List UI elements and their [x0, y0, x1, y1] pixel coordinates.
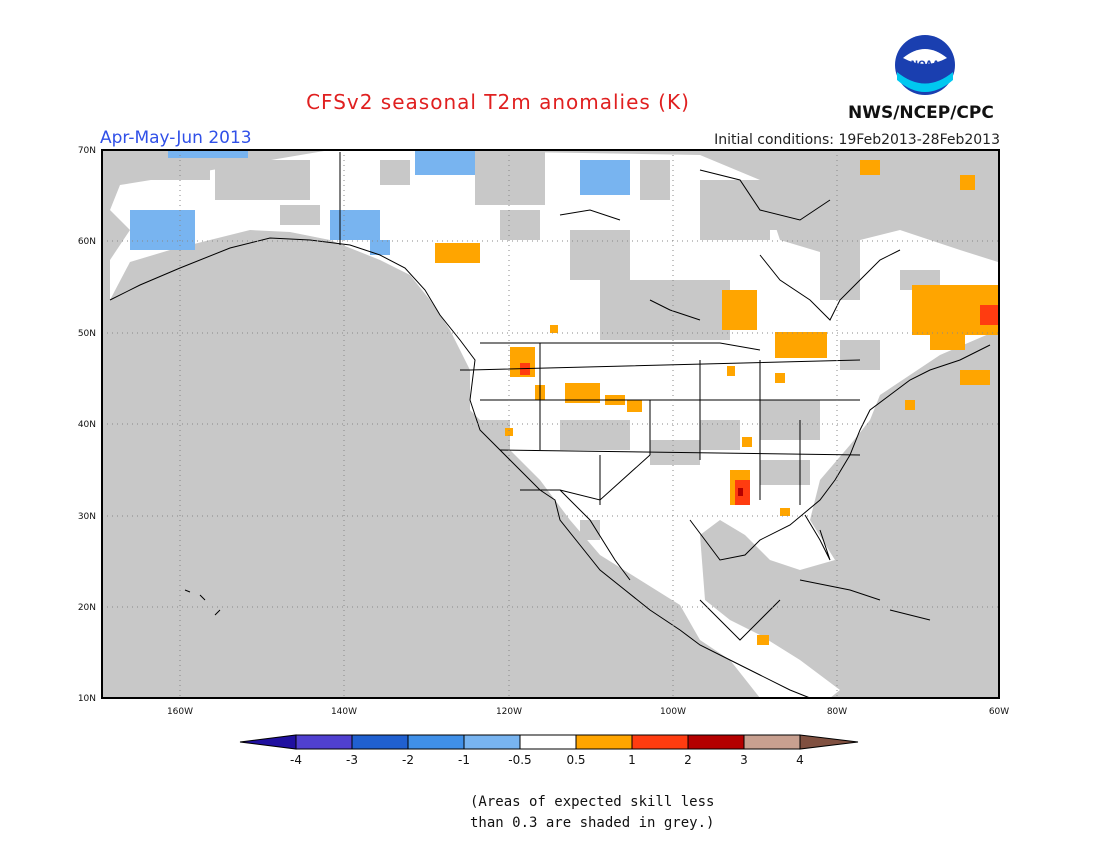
colorbar-tick: -3 — [346, 753, 358, 767]
colorbar-segment — [351, 734, 409, 750]
lat-label: 40N — [78, 420, 96, 430]
season-label: Apr-May-Jun 2013 — [100, 128, 252, 148]
cool-anomaly-patches — [130, 150, 630, 255]
initial-conditions-label: Initial conditions: 19Feb2013-28Feb2013 — [714, 132, 1000, 148]
lat-labels: 70N 60N 50N 40N 30N 20N 10N — [78, 146, 96, 704]
lat-label: 70N — [78, 146, 96, 156]
colorbar-segment — [463, 734, 521, 750]
coastlines — [109, 152, 991, 699]
colorbar-segment — [687, 734, 745, 750]
footnote-line: (Areas of expected skill less — [470, 794, 715, 810]
colorbar-arrow-low — [239, 734, 297, 750]
lat-label: 60N — [78, 237, 96, 247]
colorbar-segment — [407, 734, 465, 750]
colorbar-segment — [519, 734, 577, 750]
colorbar-tick: -2 — [402, 753, 414, 767]
colorbar-tick: 3 — [740, 753, 748, 767]
colorbar-segment — [631, 734, 689, 750]
colorbar-segment — [295, 734, 353, 750]
colorbar-segment — [743, 734, 801, 750]
colorbar-tick: 1 — [628, 753, 636, 767]
lat-label: 10N — [78, 694, 96, 704]
land-areas — [110, 150, 998, 698]
noaa-logo: NOAA — [895, 35, 955, 95]
colorbar-tick: -0.5 — [508, 753, 531, 767]
map-frame — [101, 149, 1000, 699]
skill-footnote: (Areas of expected skill less than 0.3 a… — [470, 792, 714, 834]
lat-label: 30N — [78, 512, 96, 522]
colorbar-tick: -1 — [458, 753, 470, 767]
lat-label: 50N — [78, 329, 96, 339]
lon-label: 160W — [167, 707, 193, 717]
lon-label: 100W — [660, 707, 686, 717]
colorbar-tick: 4 — [796, 753, 804, 767]
lon-labels: 160W 140W 120W 100W 80W 60W — [167, 707, 1009, 717]
noaa-logo-text: NOAA — [911, 60, 940, 70]
agency-label: NWS/NCEP/CPC — [848, 103, 994, 123]
lat-label: 20N — [78, 603, 96, 613]
colorbar-segment — [575, 734, 633, 750]
lon-label: 80W — [827, 707, 847, 717]
footnote-line: than 0.3 are shaded in grey.) — [470, 815, 715, 831]
colorbar-arrow-high — [799, 734, 859, 750]
colorbar-tick: -4 — [290, 753, 302, 767]
lon-label: 140W — [331, 707, 357, 717]
lon-label: 60W — [989, 707, 1009, 717]
lon-label: 120W — [496, 707, 522, 717]
colorbar-tick: 0.5 — [566, 753, 585, 767]
colorbar: -4 -3 -2 -1 -0.5 0.5 1 2 3 4 — [239, 734, 859, 767]
chart-title: CFSv2 seasonal T2m anomalies (K) — [306, 90, 690, 114]
colorbar-tick: 2 — [684, 753, 692, 767]
